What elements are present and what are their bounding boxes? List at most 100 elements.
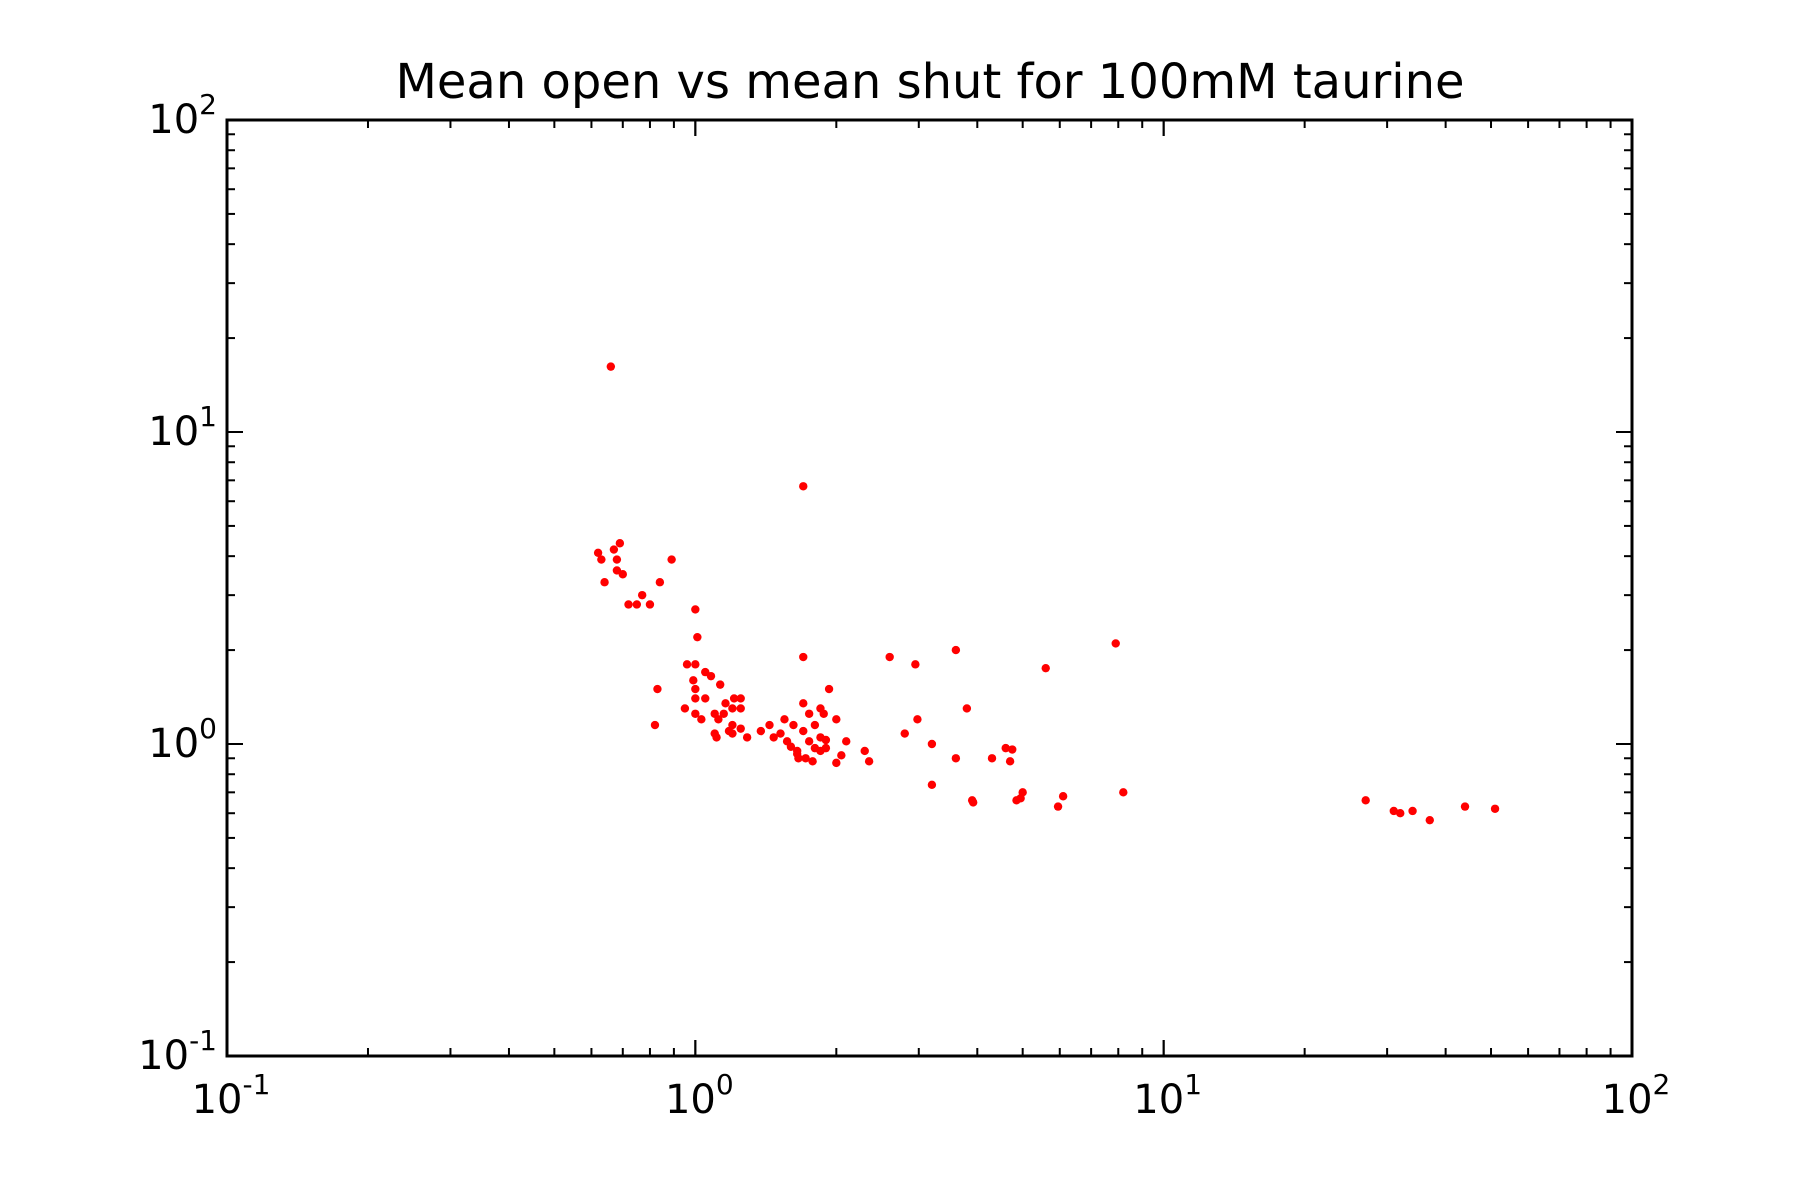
data-points-layer bbox=[593, 362, 1500, 825]
data-point bbox=[618, 570, 627, 579]
data-point bbox=[1008, 745, 1017, 754]
data-point bbox=[799, 652, 808, 662]
data-point bbox=[593, 548, 603, 558]
data-point bbox=[637, 590, 647, 600]
data-point bbox=[776, 729, 785, 738]
data-point bbox=[808, 757, 817, 766]
data-point bbox=[951, 754, 961, 763]
data-point bbox=[824, 684, 834, 694]
data-point bbox=[653, 684, 662, 694]
data-point bbox=[951, 645, 961, 655]
data-point bbox=[821, 735, 831, 745]
data-point bbox=[769, 733, 778, 742]
data-point bbox=[1012, 796, 1021, 805]
data-point bbox=[962, 704, 972, 713]
data-point bbox=[1361, 796, 1370, 805]
data-point bbox=[816, 746, 825, 756]
data-point bbox=[799, 699, 808, 708]
data-point bbox=[706, 671, 716, 681]
data-point bbox=[691, 684, 700, 694]
data-point bbox=[794, 754, 803, 763]
data-point bbox=[1058, 792, 1068, 801]
data-point bbox=[736, 694, 745, 703]
data-point bbox=[987, 754, 997, 763]
data-point bbox=[689, 676, 698, 685]
data-point bbox=[804, 709, 814, 718]
data-point bbox=[837, 751, 846, 760]
y-tick-label: 10-1 bbox=[138, 1024, 217, 1079]
data-point bbox=[632, 600, 642, 609]
data-point bbox=[799, 482, 808, 491]
data-point bbox=[691, 694, 700, 703]
data-point bbox=[650, 720, 660, 730]
data-point bbox=[832, 715, 841, 724]
data-point bbox=[597, 555, 606, 564]
chart-title: Mean open vs mean shut for 100mM taurine bbox=[395, 54, 1464, 110]
data-point bbox=[801, 754, 810, 763]
y-tick-label: 101 bbox=[148, 400, 217, 455]
plot-frame bbox=[225, 118, 1634, 1058]
data-point bbox=[691, 709, 700, 718]
data-point bbox=[885, 652, 894, 662]
data-point bbox=[600, 578, 609, 587]
data-point bbox=[804, 737, 814, 746]
data-point bbox=[832, 758, 841, 768]
tick-labels-layer: 10-1 100 101 102 10-1 100 101 102 bbox=[138, 88, 1670, 1123]
x-tick-label: 102 bbox=[1602, 1068, 1671, 1123]
data-point bbox=[864, 757, 874, 766]
y-tick-label: 100 bbox=[148, 712, 217, 767]
data-point bbox=[729, 694, 739, 703]
data-point bbox=[1396, 809, 1405, 818]
data-point bbox=[697, 715, 706, 724]
data-point bbox=[693, 632, 702, 642]
data-point bbox=[842, 737, 851, 746]
data-point bbox=[691, 660, 700, 669]
data-point bbox=[736, 724, 745, 733]
data-point bbox=[789, 720, 798, 730]
data-point bbox=[624, 600, 633, 609]
data-point bbox=[742, 733, 752, 742]
data-point bbox=[1119, 788, 1128, 797]
data-point bbox=[609, 545, 619, 554]
data-point bbox=[786, 742, 796, 751]
data-point bbox=[615, 539, 625, 548]
data-point bbox=[819, 709, 828, 718]
data-point bbox=[927, 739, 937, 749]
data-point bbox=[1041, 663, 1050, 673]
data-point bbox=[728, 729, 737, 738]
data-point bbox=[736, 704, 745, 713]
data-point bbox=[913, 715, 922, 724]
data-point bbox=[968, 798, 978, 807]
data-point bbox=[728, 704, 737, 713]
data-point bbox=[612, 555, 622, 564]
data-point bbox=[606, 362, 616, 371]
data-point bbox=[1490, 804, 1500, 813]
data-point bbox=[780, 715, 789, 724]
data-point bbox=[1460, 802, 1470, 811]
data-point bbox=[719, 709, 728, 718]
data-point bbox=[712, 733, 721, 742]
data-point bbox=[714, 715, 723, 724]
data-point bbox=[927, 780, 937, 789]
data-point bbox=[799, 726, 808, 736]
data-point bbox=[1425, 815, 1434, 825]
data-point bbox=[900, 729, 909, 738]
data-point bbox=[860, 746, 869, 756]
data-point bbox=[756, 726, 766, 736]
data-point bbox=[1005, 757, 1015, 766]
data-point bbox=[1111, 639, 1120, 648]
data-point bbox=[765, 720, 774, 730]
x-tick-label: 100 bbox=[665, 1068, 734, 1123]
data-point bbox=[1001, 743, 1010, 753]
data-point bbox=[810, 720, 820, 730]
data-point bbox=[721, 699, 730, 708]
data-point bbox=[691, 605, 700, 614]
data-point bbox=[655, 578, 665, 587]
data-point bbox=[715, 680, 725, 689]
data-point bbox=[1389, 806, 1398, 816]
x-tick-label: 101 bbox=[1133, 1068, 1202, 1123]
data-point bbox=[1053, 802, 1063, 811]
x-tick-label: 10-1 bbox=[192, 1068, 271, 1123]
